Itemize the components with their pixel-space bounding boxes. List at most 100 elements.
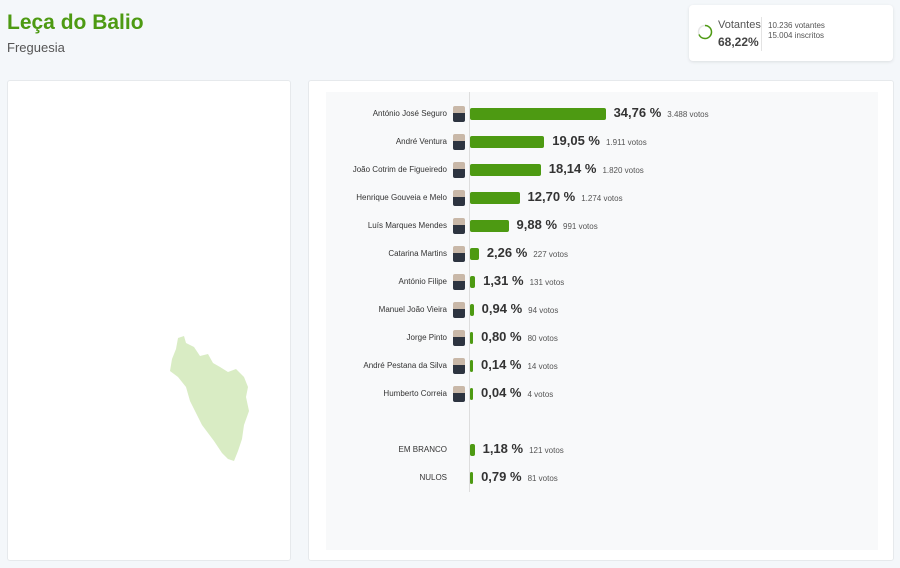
result-row[interactable]: António Filipe 1,31 % 131 votos: [326, 272, 878, 292]
page-title: Leça do Balio: [7, 11, 144, 34]
turnout-card: Votantes 68,22% 10.236 votantes 15.004 i…: [689, 5, 893, 61]
candidate-name: António Filipe: [398, 277, 447, 286]
results-panel: António José Seguro 34,76 % 3.488 votos And…: [308, 80, 894, 561]
turnout-label: Votantes: [718, 19, 761, 31]
candidate-name: André Pestana da Silva: [363, 361, 447, 370]
result-row[interactable]: João Cotrim de Figueiredo 18,14 % 1.820 vo…: [326, 160, 878, 180]
axis-line: [469, 92, 470, 492]
vote-count: 3.488 votos: [667, 110, 709, 119]
result-percent: 1,18 % 121 votos: [483, 441, 564, 456]
voters-count: 10.236 votantes: [768, 21, 825, 30]
candidate-name: João Cotrim de Figueiredo: [352, 165, 447, 174]
map-panel: [7, 80, 291, 561]
vote-count: 80 votos: [527, 334, 558, 343]
candidate-photo: [453, 386, 465, 402]
candidate-name: Luís Marques Mendes: [367, 221, 447, 230]
vote-count: 131 votos: [529, 278, 565, 287]
result-row[interactable]: Luís Marques Mendes 9,88 % 991 votos: [326, 216, 878, 236]
candidate-name: António José Seguro: [372, 109, 447, 118]
result-bar: [470, 444, 475, 456]
result-percent: 0,04 % 4 votos: [481, 385, 553, 400]
result-row[interactable]: André Pestana da Silva 0,14 % 14 votos: [326, 356, 878, 376]
candidate-name: NULOS: [419, 473, 447, 482]
vote-count: 121 votos: [529, 446, 564, 455]
percent-value: 1,18 %: [482, 441, 524, 456]
vote-count: 1.274 votos: [581, 194, 623, 203]
result-row[interactable]: Manuel João Vieira 0,94 % 94 votos: [326, 300, 878, 320]
candidate-photo: [453, 246, 465, 262]
result-row[interactable]: Catarina Martins 2,26 % 227 votos: [326, 244, 878, 264]
result-bar: [470, 136, 545, 148]
result-row[interactable]: NULOS 0,79 % 81 votos: [326, 468, 878, 488]
result-percent: 0,14 % 14 votos: [481, 357, 558, 372]
result-bar: [470, 164, 541, 176]
result-bar: [470, 276, 476, 288]
candidate-photo: [453, 162, 465, 178]
result-bar: [470, 248, 479, 260]
candidate-name: Henrique Gouveia e Melo: [356, 193, 447, 202]
percent-value: 18,14 %: [548, 161, 597, 176]
result-percent: 18,14 % 1.820 votos: [549, 161, 644, 176]
candidate-name: Humberto Correia: [383, 389, 447, 398]
parish-shape: [170, 336, 249, 461]
result-row[interactable]: EM BRANCO 1,18 % 121 votos: [326, 440, 878, 460]
candidate-photo: [453, 274, 465, 290]
results-chart: António José Seguro 34,76 % 3.488 votos And…: [326, 92, 878, 550]
parish-map[interactable]: [8, 81, 292, 562]
percent-value: 0,79 %: [481, 469, 522, 484]
vote-count: 14 votos: [527, 362, 558, 371]
vote-count: 1.911 votos: [605, 138, 647, 147]
vote-count: 227 votos: [533, 250, 568, 259]
result-row[interactable]: Humberto Correia 0,04 % 4 votos: [326, 384, 878, 404]
candidate-photo: [453, 358, 465, 374]
candidate-photo: [453, 218, 465, 234]
percent-value: 0,04 %: [481, 385, 522, 400]
candidate-photo: [453, 302, 465, 318]
candidate-photo: [453, 330, 465, 346]
candidate-photo: [453, 190, 465, 206]
result-percent: 19,05 % 1.911 votos: [552, 133, 646, 148]
result-percent: 0,79 % 81 votos: [481, 469, 558, 484]
result-percent: 9,88 % 991 votos: [517, 217, 598, 232]
vote-count: 991 votos: [563, 222, 598, 231]
result-bar: [470, 472, 474, 484]
candidate-photo: [453, 106, 465, 122]
percent-value: 0,94 %: [481, 301, 523, 316]
page-subtitle: Freguesia: [7, 40, 65, 55]
candidate-name: EM BRANCO: [398, 445, 447, 454]
percent-value: 2,26 %: [486, 245, 528, 260]
turnout-percent: 68,22%: [718, 35, 759, 49]
percent-value: 1,31 %: [483, 273, 524, 288]
percent-value: 0,80 %: [481, 329, 522, 344]
vote-count: 4 votos: [527, 390, 554, 399]
result-bar: [470, 192, 520, 204]
turnout-ring-icon: [697, 24, 713, 40]
vote-count: 94 votos: [528, 306, 559, 315]
result-bar: [470, 360, 473, 372]
percent-value: 9,88 %: [516, 217, 558, 232]
percent-value: 19,05 %: [552, 133, 600, 148]
result-bar: [470, 304, 474, 316]
result-percent: 34,76 % 3.488 votos: [614, 105, 709, 120]
result-percent: 0,80 % 80 votos: [481, 329, 558, 344]
percent-value: 12,70 %: [527, 189, 576, 204]
candidate-name: Manuel João Vieira: [378, 305, 447, 314]
result-bar: [470, 332, 474, 344]
divider: [761, 17, 762, 51]
result-bar: [470, 220, 509, 232]
result-row[interactable]: António José Seguro 34,76 % 3.488 votos: [326, 104, 878, 124]
percent-value: 34,76 %: [613, 105, 662, 120]
result-row[interactable]: André Ventura 19,05 % 1.911 votos: [326, 132, 878, 152]
vote-count: 81 votos: [527, 474, 558, 483]
result-percent: 0,94 % 94 votos: [482, 301, 559, 316]
percent-value: 0,14 %: [481, 357, 522, 372]
result-row[interactable]: Henrique Gouveia e Melo 12,70 % 1.274 voto…: [326, 188, 878, 208]
result-bar: [470, 108, 606, 120]
vote-count: 1.820 votos: [602, 166, 644, 175]
result-percent: 1,31 % 131 votos: [483, 273, 564, 288]
candidate-name: Jorge Pinto: [406, 333, 447, 342]
result-bar: [470, 388, 473, 400]
result-row[interactable]: Jorge Pinto 0,80 % 80 votos: [326, 328, 878, 348]
result-percent: 2,26 % 227 votos: [487, 245, 568, 260]
registered-count: 15.004 inscritos: [768, 31, 825, 40]
